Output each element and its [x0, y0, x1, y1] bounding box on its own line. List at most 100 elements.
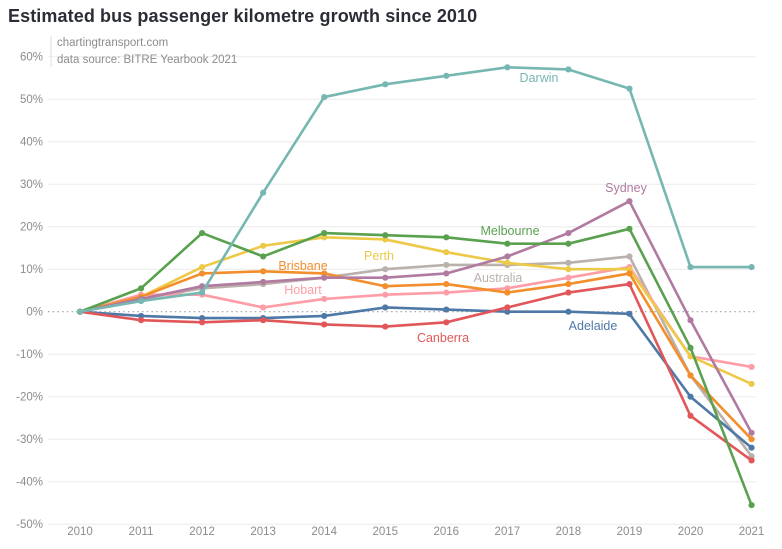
series-point-canberra-2018[interactable] [565, 289, 572, 296]
series-point-perth-2016[interactable] [443, 249, 450, 256]
series-point-sydney-2016[interactable] [443, 270, 450, 277]
series-point-perth-2017[interactable] [504, 259, 511, 266]
series-point-adelaide-2016[interactable] [443, 306, 450, 313]
series-point-hobart-2017[interactable] [504, 285, 511, 292]
x-tick-label-2019: 2019 [617, 526, 643, 538]
y-tick-label-0: 0% [26, 307, 43, 319]
series-point-darwin-2012[interactable] [199, 289, 206, 296]
series-point-brisbane-2015[interactable] [382, 283, 389, 290]
series-point-darwin-2014[interactable] [321, 93, 328, 101]
series-point-brisbane-2020[interactable] [687, 372, 694, 379]
series-point-melbourne-2011[interactable] [137, 285, 145, 292]
series-point-sydney-2014[interactable] [321, 274, 328, 281]
series-line-sydney[interactable] [78, 199, 753, 435]
series-point-brisbane-2019[interactable] [626, 270, 633, 277]
series-point-melbourne-2019[interactable] [626, 225, 633, 232]
series-point-melbourne-2013[interactable] [260, 253, 267, 260]
series-point-perth-2021[interactable] [748, 380, 755, 388]
series-point-canberra-2021[interactable] [748, 457, 755, 464]
x-tick-label-2011: 2011 [129, 526, 154, 538]
series-point-canberra-2014[interactable] [321, 321, 328, 328]
series-point-darwin-2015[interactable] [382, 81, 389, 88]
series-line-australia[interactable] [78, 255, 753, 458]
series-point-melbourne-2012[interactable] [199, 229, 206, 237]
y-tick-label-50: 50% [20, 94, 43, 106]
series-point-sydney-2019[interactable] [626, 198, 633, 205]
y-tick-label--50: -50% [16, 519, 43, 531]
series-point-darwin-2016[interactable] [443, 72, 450, 79]
series-point-darwin-2021[interactable] [748, 263, 755, 271]
series-point-darwin-2010[interactable] [76, 308, 84, 315]
series-point-darwin-2018[interactable] [565, 66, 572, 73]
series-point-australia-2018[interactable] [565, 259, 572, 266]
series-point-sydney-2013[interactable] [260, 278, 267, 286]
series-point-melbourne-2014[interactable] [321, 229, 328, 237]
series-point-brisbane-2016[interactable] [443, 280, 450, 288]
y-tick-label--30: -30% [16, 434, 43, 446]
series-point-hobart-2016[interactable] [443, 289, 450, 296]
series-line-brisbane[interactable] [78, 270, 753, 441]
series-point-canberra-2020[interactable] [687, 412, 694, 419]
series-point-canberra-2017[interactable] [504, 304, 511, 311]
y-tick-label-10: 10% [20, 264, 43, 276]
series-point-canberra-2012[interactable] [199, 319, 206, 326]
series-point-brisbane-2021[interactable] [748, 436, 755, 443]
series-point-melbourne-2020[interactable] [687, 344, 694, 351]
series-point-brisbane-2017[interactable] [504, 289, 511, 296]
series-line-adelaide[interactable] [78, 306, 753, 450]
series-point-australia-2015[interactable] [382, 266, 389, 273]
series-point-perth-2013[interactable] [260, 242, 267, 249]
series-point-sydney-2015[interactable] [382, 274, 389, 281]
series-line-melbourne[interactable] [78, 227, 753, 507]
x-tick-label-2020: 2020 [678, 526, 704, 538]
series-line-darwin[interactable] [78, 66, 753, 314]
series-point-adelaide-2011[interactable] [137, 312, 145, 320]
series-point-perth-2018[interactable] [565, 266, 572, 273]
series-point-brisbane-2013[interactable] [260, 268, 267, 275]
series-point-brisbane-2012[interactable] [199, 270, 206, 277]
series-point-melbourne-2018[interactable] [565, 240, 572, 247]
series-point-sydney-2017[interactable] [504, 253, 511, 260]
series-point-darwin-2013[interactable] [260, 189, 267, 196]
series-point-australia-2016[interactable] [443, 261, 450, 269]
series-point-perth-2015[interactable] [382, 236, 389, 243]
series-point-adelaide-2020[interactable] [687, 393, 694, 400]
series-point-canberra-2019[interactable] [626, 280, 633, 288]
series-point-darwin-2019[interactable] [626, 85, 633, 92]
series-point-canberra-2016[interactable] [443, 319, 450, 326]
series-point-darwin-2011[interactable] [137, 297, 145, 305]
series-point-adelaide-2017[interactable] [504, 308, 511, 315]
series-point-canberra-2015[interactable] [382, 323, 389, 330]
series-point-canberra-2011[interactable] [137, 317, 145, 324]
series-point-sydney-2020[interactable] [687, 317, 694, 324]
series-point-hobart-2021[interactable] [748, 363, 755, 371]
series-point-melbourne-2015[interactable] [382, 232, 389, 239]
series-point-adelaide-2014[interactable] [321, 312, 328, 320]
series-point-adelaide-2021[interactable] [748, 444, 755, 451]
series-point-sydney-2018[interactable] [565, 229, 572, 237]
series-point-canberra-2013[interactable] [260, 317, 267, 324]
series-point-adelaide-2018[interactable] [565, 308, 572, 315]
series-point-darwin-2020[interactable] [687, 263, 694, 271]
series-line-perth[interactable] [78, 236, 753, 386]
y-tick-label--10: -10% [16, 349, 43, 361]
series-point-adelaide-2012[interactable] [199, 314, 206, 322]
series-line-canberra[interactable] [78, 282, 753, 462]
series-point-brisbane-2018[interactable] [565, 280, 572, 288]
series-point-hobart-2018[interactable] [565, 274, 572, 281]
series-point-australia-2019[interactable] [626, 253, 633, 260]
series-point-perth-2014[interactable] [321, 234, 328, 241]
series-point-perth-2019[interactable] [626, 266, 633, 273]
series-point-perth-2012[interactable] [199, 263, 206, 271]
series-point-darwin-2017[interactable] [504, 64, 511, 71]
series-point-melbourne-2021[interactable] [748, 501, 755, 509]
series-point-hobart-2013[interactable] [260, 304, 267, 311]
series-point-melbourne-2016[interactable] [443, 234, 450, 241]
series-point-melbourne-2017[interactable] [504, 240, 511, 247]
series-point-hobart-2015[interactable] [382, 291, 389, 298]
series-point-brisbane-2014[interactable] [321, 270, 328, 277]
series-point-hobart-2014[interactable] [321, 295, 328, 303]
series-point-adelaide-2019[interactable] [626, 310, 633, 317]
series-point-sydney-2021[interactable] [748, 429, 755, 436]
series-point-adelaide-2015[interactable] [382, 304, 389, 311]
